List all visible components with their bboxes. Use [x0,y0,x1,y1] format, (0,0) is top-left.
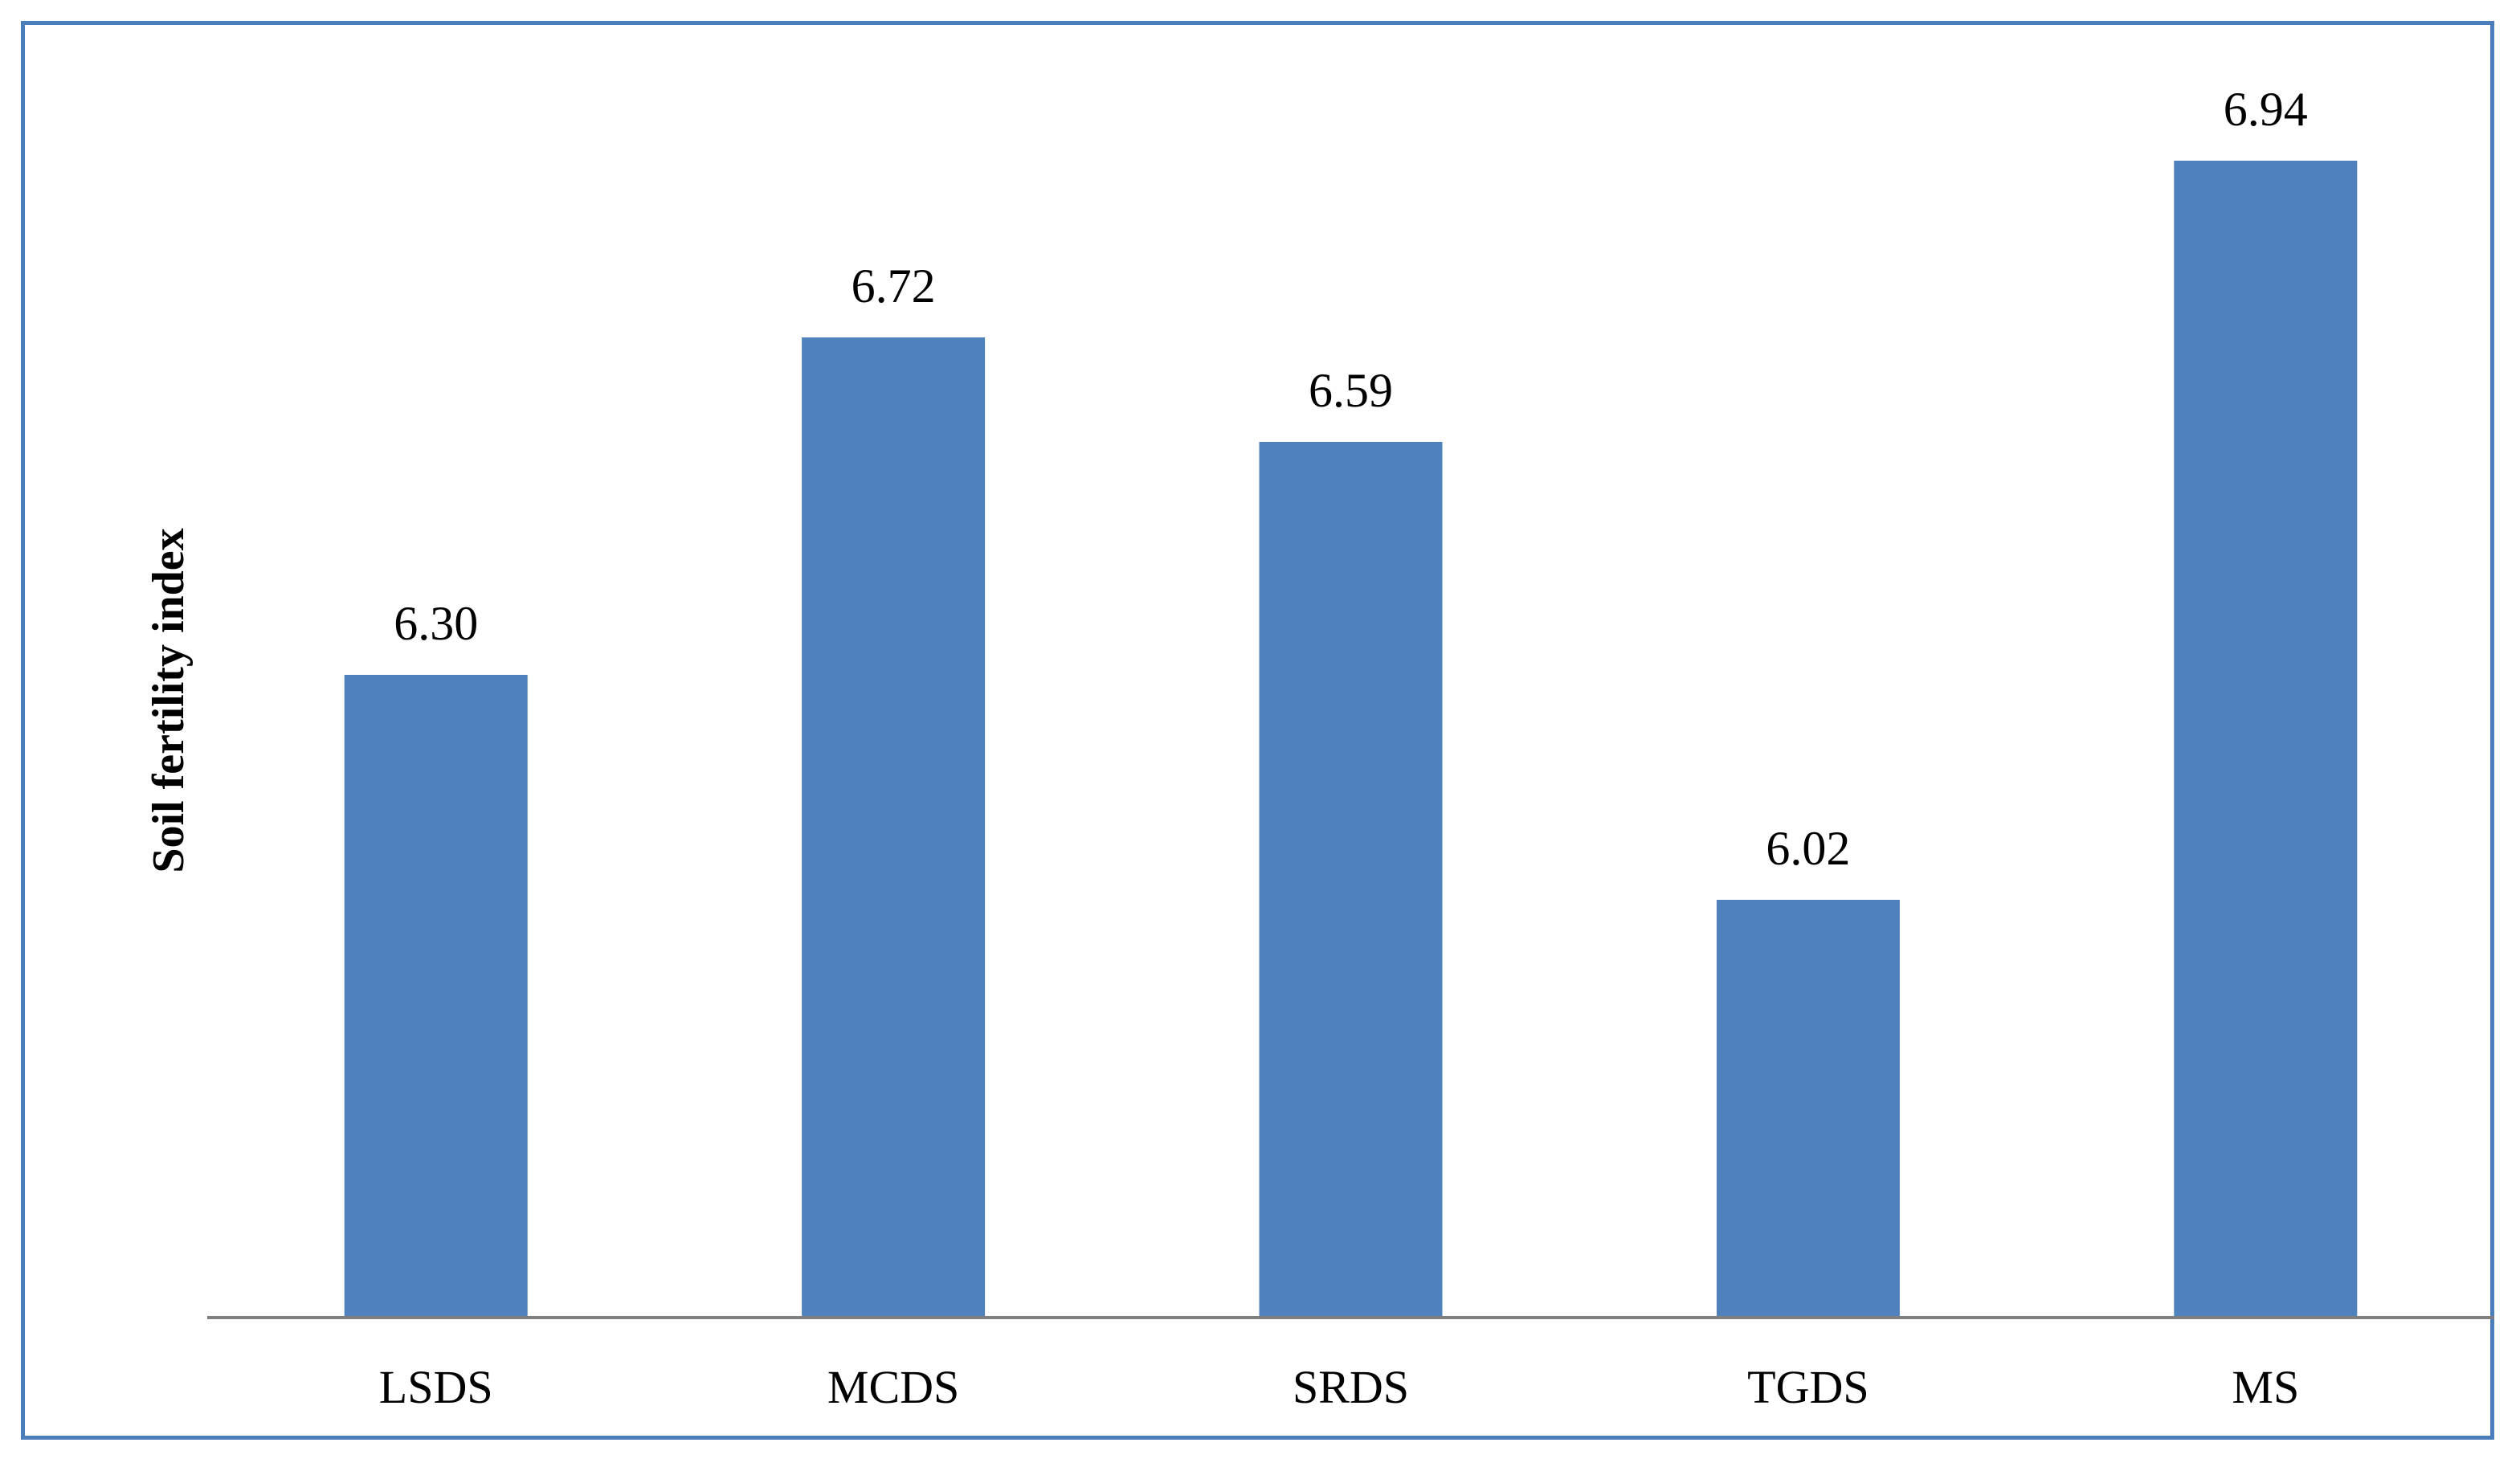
value-label-mcds: 6.72 [852,259,936,313]
value-label-lsds: 6.30 [394,597,478,650]
value-label-ms: 6.94 [2224,83,2308,136]
x-tick-label-lsds: LSDS [379,1361,493,1413]
x-tick-label-tgds: TGDS [1747,1361,1869,1413]
bars-layer [344,161,2358,1318]
bar-lsds [344,675,528,1318]
value-label-srds: 6.59 [1309,364,1393,417]
x-tick-label-srds: SRDS [1293,1361,1409,1413]
tick-labels-layer: LSDS MCDS SRDS TGDS MS [379,1361,2299,1413]
value-labels-layer: 6.30 6.72 6.59 6.02 6.94 [394,83,2308,875]
bar-ms [2174,161,2358,1318]
bar-srds [1259,442,1443,1318]
value-label-tgds: 6.02 [1766,822,1850,875]
y-axis-title: Soil fertility index [144,528,194,872]
bar-mcds [802,337,986,1318]
x-tick-label-ms: MS [2232,1361,2299,1413]
x-tick-label-mcds: MCDS [827,1361,959,1413]
bar-tgds [1716,900,1900,1318]
